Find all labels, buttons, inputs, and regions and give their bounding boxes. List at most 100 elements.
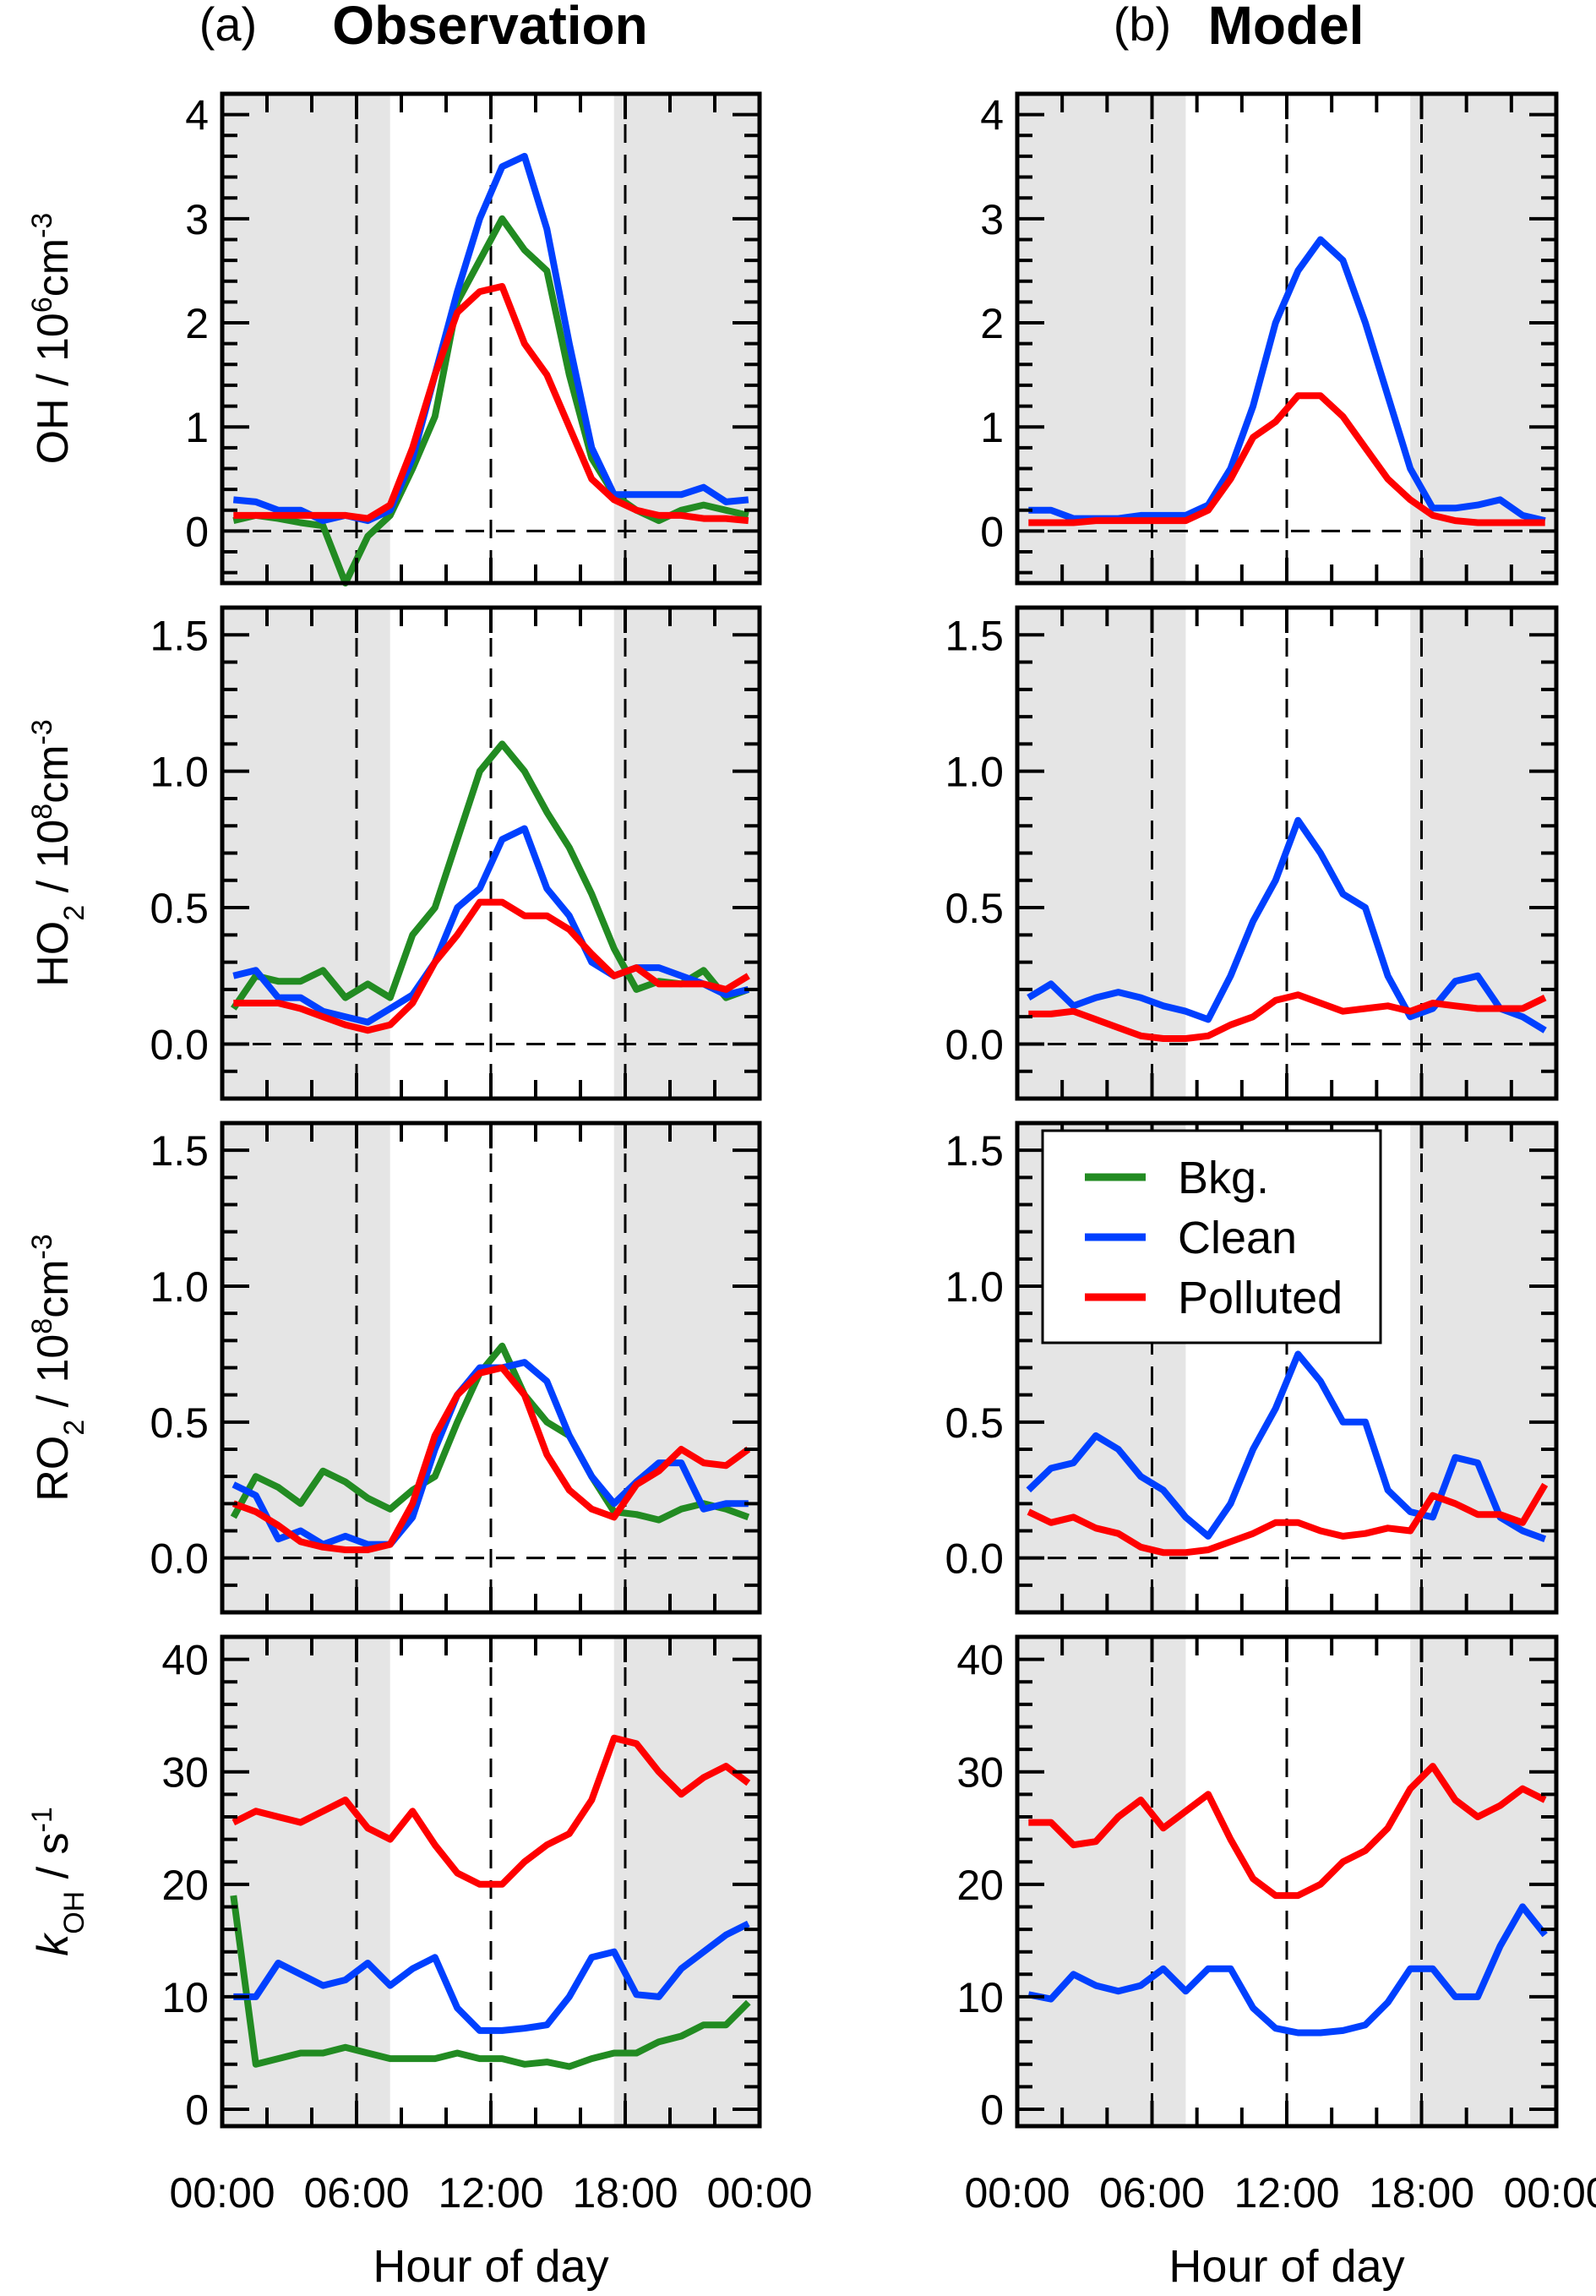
y-tick-label: 2: [185, 300, 209, 347]
y-axis-label-part: / 10: [29, 820, 78, 905]
y-tick-label: 0.0: [150, 1021, 209, 1068]
y-tick-label: 30: [956, 1749, 1004, 1797]
night-shading: [1017, 1637, 1186, 2126]
y-tick-label: 3: [980, 196, 1004, 243]
panel-observation-oh: 0 1 2 3 4 OH / 106cm-3: [26, 91, 762, 586]
y-axis-label-part: HO: [29, 921, 78, 987]
y-axis-label-part: / 10: [29, 1334, 78, 1420]
panel-observation-koh: 0 10 20 30 40 kOH / s-1 00:00 06:00 12:00 18:00 00…: [26, 1634, 813, 2292]
series-line-polluted: [1027, 1482, 1549, 1557]
y-axis-label: HO2 / 108cm-3: [26, 719, 90, 987]
x-tick-label: 00:00: [169, 2169, 275, 2217]
night-shading: [613, 608, 760, 1099]
y-tick-label: 1.0: [150, 1263, 209, 1311]
series-line-clean: [1027, 1903, 1548, 2037]
y-axis-label-part: -1: [26, 1807, 58, 1832]
panel-model-ro2: 0.0 0.5 1.0 1.5 Bkg. Clean Polluted: [945, 1121, 1559, 1615]
y-tick-label: 1.5: [945, 612, 1004, 659]
legend-label: Polluted: [1178, 1273, 1343, 1323]
series-line-bkg: [232, 215, 749, 586]
y-tick-label: 0: [980, 2086, 1004, 2134]
y-tick-label: 4: [980, 92, 1004, 139]
y-axis-label: RO2 / 108cm-3: [26, 1234, 90, 1502]
x-tick-label: 06:00: [303, 2169, 409, 2217]
x-axis-label: Hour of day: [1168, 2241, 1404, 2292]
series-line-bkg: [230, 1342, 750, 1524]
series-line-polluted: [1028, 392, 1545, 526]
series-line-bkg: [230, 1895, 751, 2070]
night-shading: [222, 608, 390, 1099]
night-shading: [1410, 1637, 1556, 2126]
y-tick-label: 1.0: [150, 749, 209, 796]
series-line-clean: [232, 825, 749, 1026]
y-tick-label: 4: [185, 92, 209, 139]
y-tick-label: 0: [980, 508, 1004, 555]
y-tick-label: 40: [161, 1637, 209, 1684]
x-tick-label: 06:00: [1099, 2169, 1205, 2217]
y-axis-label-part: -3: [26, 719, 58, 744]
y-tick-label: 0: [185, 2086, 209, 2134]
y-tick-label: 1: [980, 404, 1004, 451]
panel-observation-ro2: 0.0 0.5 1.0 1.5 RO2 / 108cm-3: [26, 1121, 762, 1615]
x-tick-label: 00:00: [706, 2169, 812, 2217]
y-tick-label: 2: [980, 300, 1004, 347]
y-axis-label-part: k: [29, 1932, 78, 1956]
x-tick-label: 18:00: [1369, 2169, 1474, 2217]
x-tick-label: 00:00: [964, 2169, 1070, 2217]
y-axis-label: OH / 106cm-3: [26, 213, 78, 465]
x-tick-label: 12:00: [438, 2169, 543, 2217]
title-left-tag: (a): [199, 0, 257, 51]
title-right: Model: [1208, 0, 1364, 56]
y-axis-label-part: cm: [29, 744, 78, 803]
y-tick-label: 40: [956, 1637, 1004, 1684]
y-tick-label: 1.5: [150, 1127, 209, 1175]
x-axis-label: Hour of day: [373, 2241, 608, 2292]
y-tick-label: 0.0: [945, 1021, 1004, 1068]
y-tick-label: 0.5: [945, 1399, 1004, 1447]
y-tick-label: 0.5: [945, 885, 1004, 932]
y-tick-label: 0.0: [945, 1535, 1004, 1583]
series-line-clean: [232, 152, 749, 525]
y-tick-label: 10: [956, 1974, 1004, 2021]
night-shading: [1410, 1123, 1556, 1612]
y-tick-label: 0: [185, 508, 209, 555]
title-right-tag: (b): [1114, 0, 1171, 51]
y-axis-label-part: cm: [29, 1259, 78, 1317]
title-left: Observation: [332, 0, 647, 56]
legend-label: Bkg.: [1178, 1153, 1269, 1203]
y-axis-label-part: -3: [26, 1234, 58, 1259]
y-tick-label: 1.0: [945, 749, 1004, 796]
y-axis-label-part: -3: [26, 213, 58, 238]
y-axis-label-part: / s: [29, 1832, 78, 1890]
x-tick-label: 00:00: [1503, 2169, 1596, 2217]
x-tick-label: 18:00: [572, 2169, 678, 2217]
y-axis-label-part: 2: [58, 1420, 90, 1436]
series-line-polluted: [232, 1364, 751, 1553]
series-line-polluted: [233, 898, 750, 1034]
panel-model-koh: 0 10 20 30 40 00:00 06:00 12:00 18:00 00:00 Hour o…: [956, 1634, 1596, 2292]
y-tick-label: 0.0: [150, 1535, 209, 1583]
y-tick-label: 30: [161, 1749, 209, 1797]
night-shading: [222, 1123, 390, 1612]
panel-model-ho2: 0.0 0.5 1.0 1.5: [945, 605, 1559, 1101]
y-tick-label: 3: [185, 196, 209, 243]
y-axis-label-part: 6: [26, 297, 58, 313]
y-tick-label: 1: [185, 404, 209, 451]
y-axis-label-part: RO: [29, 1436, 78, 1502]
y-axis-label: kOH / s-1: [26, 1807, 90, 1956]
night-shading: [613, 1123, 760, 1612]
series-line-polluted: [1028, 1763, 1547, 1900]
y-axis-label-part: 2: [58, 905, 90, 921]
y-tick-label: 1.5: [150, 612, 209, 659]
y-axis-label-part: 8: [26, 1318, 58, 1334]
x-tick-label: 12:00: [1234, 2169, 1339, 2217]
night-shading: [1017, 94, 1186, 583]
y-axis-label-part: OH: [58, 1891, 90, 1934]
series-line-polluted: [1028, 991, 1547, 1042]
y-axis-label-part: 8: [26, 804, 58, 820]
y-tick-label: 0.5: [150, 1399, 209, 1447]
series-line-polluted: [233, 282, 749, 525]
series-line-clean: [233, 1920, 750, 2034]
series-line-clean: [1026, 1350, 1547, 1542]
